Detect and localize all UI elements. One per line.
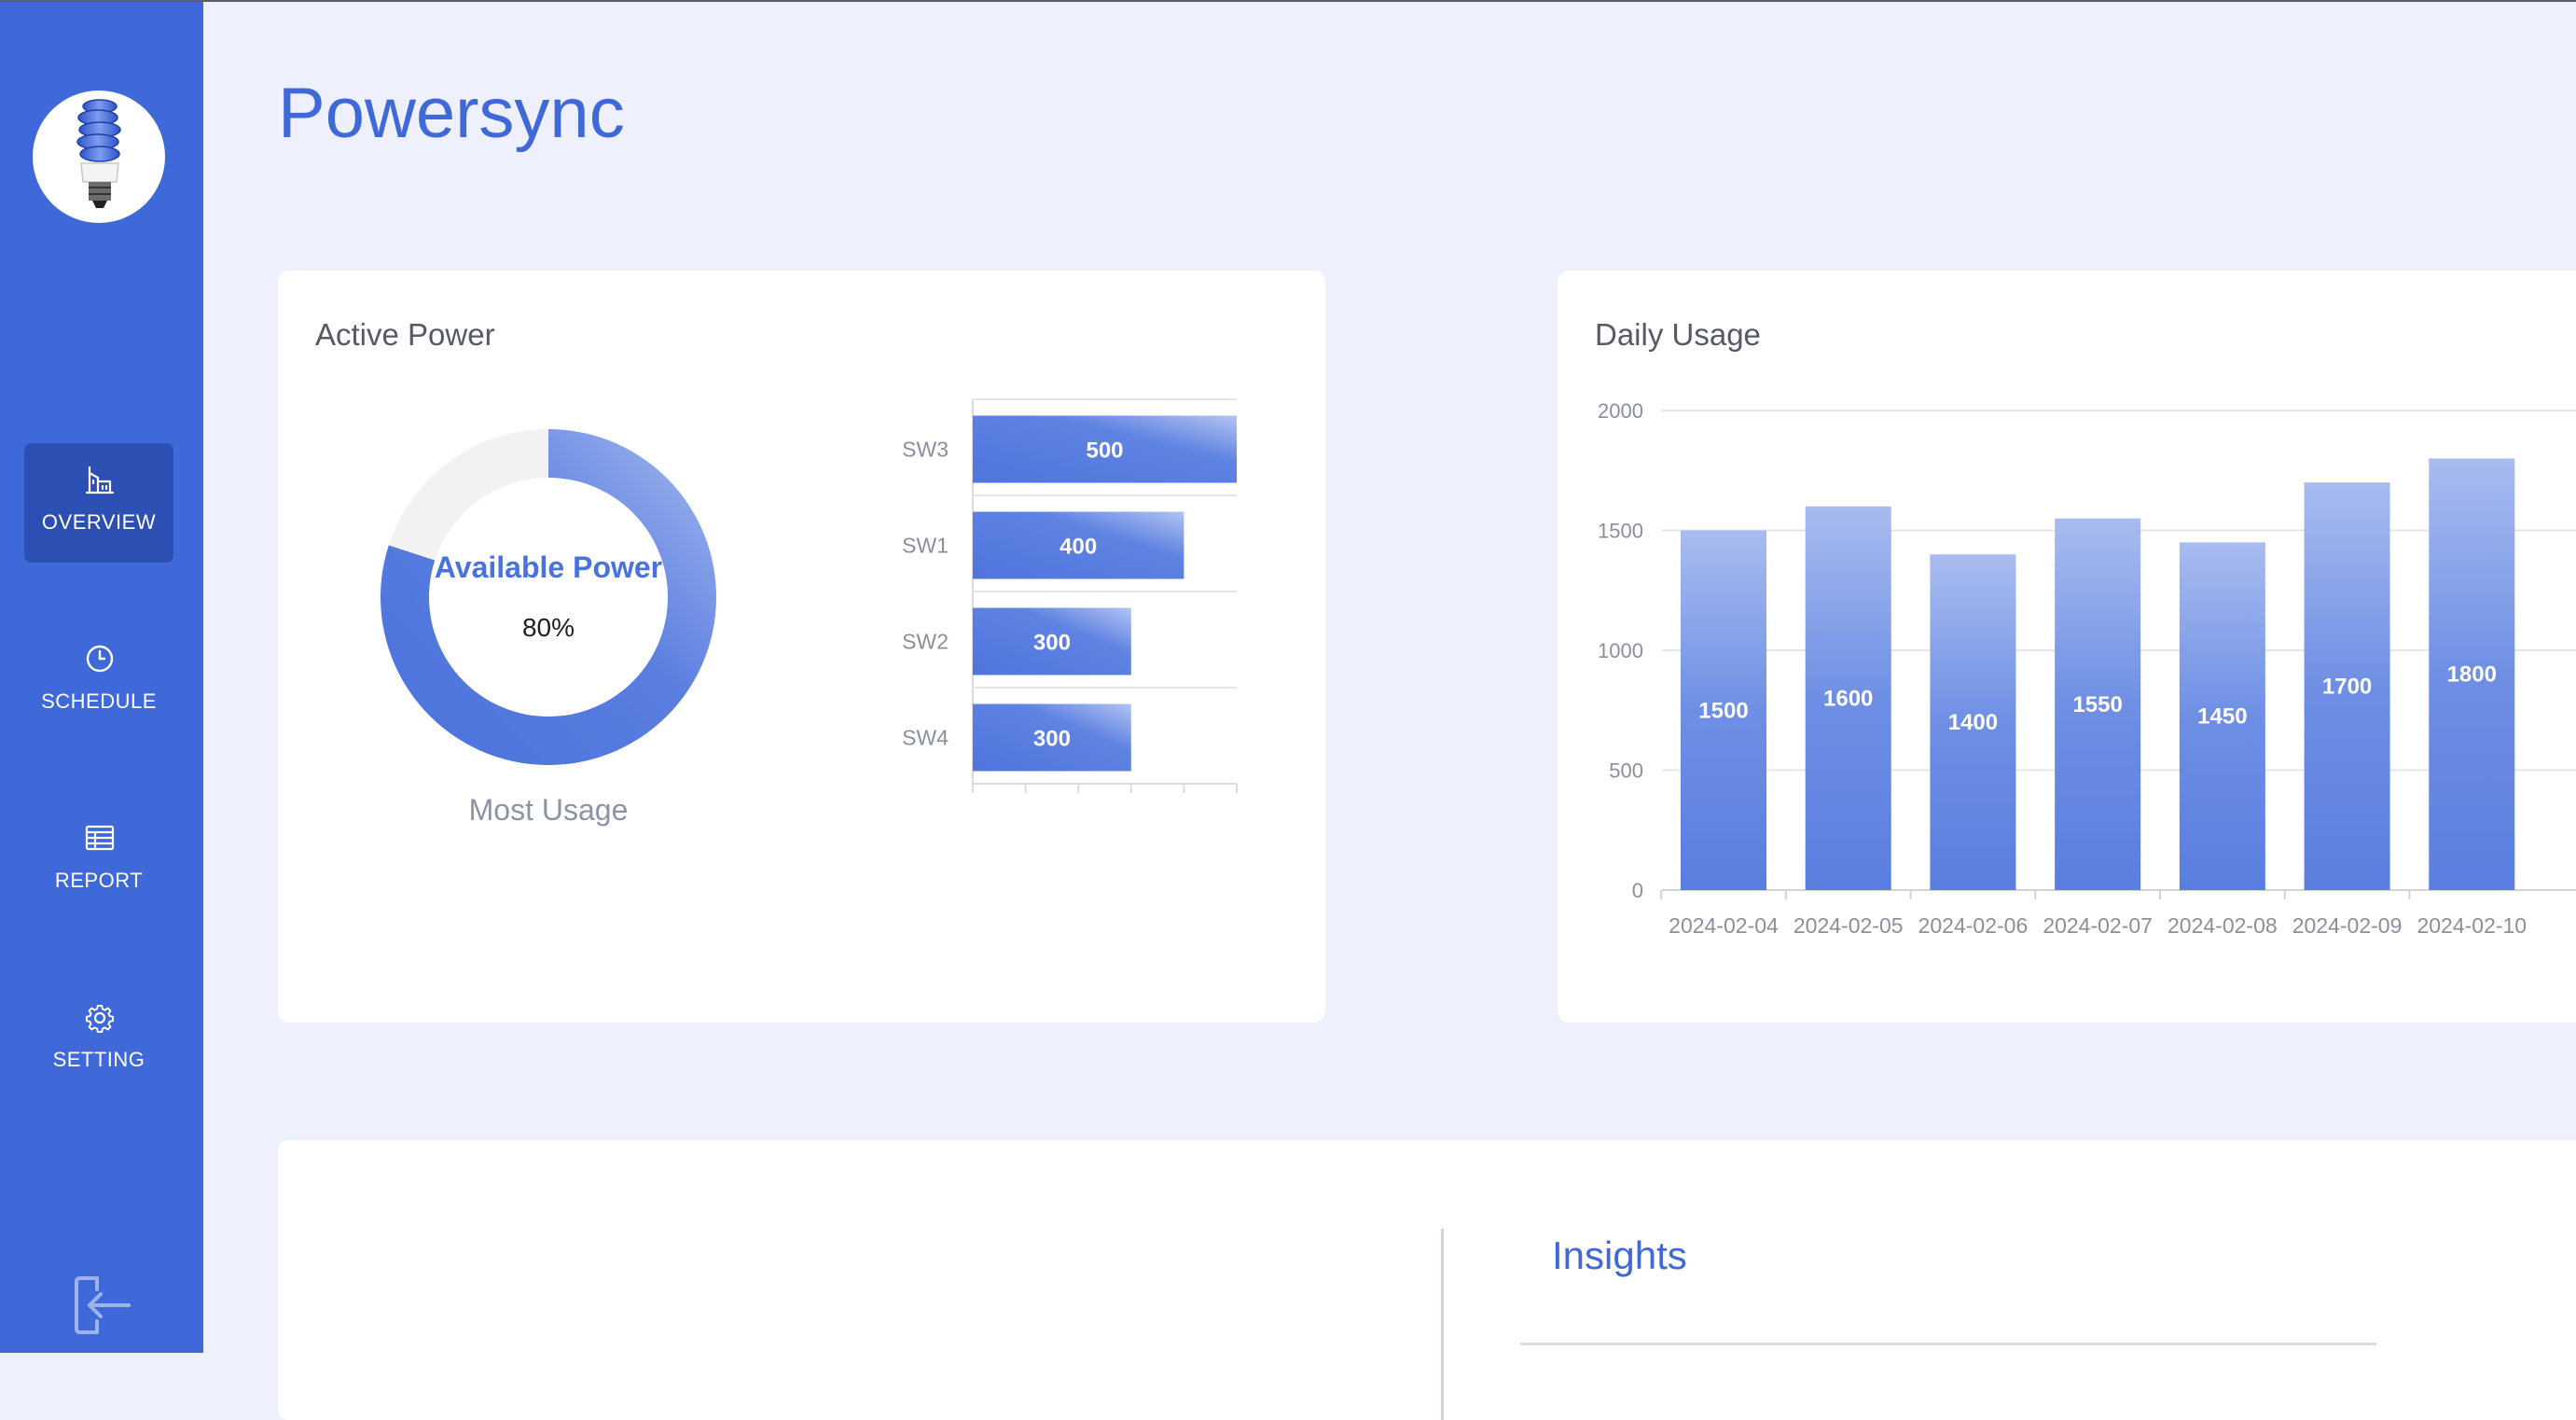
switch-usage-bar-chart: SW3 500 SW1 400 SW2 300 SW4 300 bbox=[902, 398, 1238, 793]
card-title: Daily Usage bbox=[1595, 317, 1761, 352]
building-chart-icon bbox=[85, 466, 115, 494]
bar-value-label: 1450 bbox=[2197, 704, 2247, 730]
sidebar-item-label: SCHEDULE bbox=[41, 689, 157, 713]
bar-2024-02-10[interactable] bbox=[2429, 458, 2515, 890]
donut-center-label: Available Power bbox=[434, 550, 663, 584]
x-tick-label: 2024-02-06 bbox=[1918, 913, 2029, 938]
category-label: SW2 bbox=[902, 630, 949, 654]
donut-slice-remaining[interactable] bbox=[388, 429, 548, 561]
daily-usage-bar-chart: 0 500 1000 1500 2000 1500 2024-02-04 1600 2024-0… bbox=[1598, 399, 2576, 938]
sidebar-item-label: SETTING bbox=[52, 1048, 145, 1071]
insights-divider bbox=[1520, 1343, 2376, 1345]
donut-center-value: 80% bbox=[521, 613, 575, 642]
bar-2024-02-09[interactable] bbox=[2304, 482, 2390, 890]
insights-title: Insights bbox=[1552, 1233, 1687, 1277]
insights-card: Insights bbox=[278, 1140, 2576, 1420]
bar-value-label: 1800 bbox=[2447, 662, 2497, 688]
bar-value-label: 300 bbox=[1033, 727, 1071, 752]
donut-chart[interactable]: Available Power 80% bbox=[371, 420, 726, 774]
lightbulb-icon bbox=[76, 99, 121, 208]
donut-svg bbox=[381, 429, 716, 765]
bar-sw3[interactable] bbox=[973, 415, 1237, 483]
y-tick-label: 500 bbox=[1609, 759, 1643, 783]
bar-value-label: 400 bbox=[1059, 535, 1097, 560]
bar-value-label: 1600 bbox=[1823, 686, 1873, 711]
bar-sw1[interactable] bbox=[973, 511, 1184, 579]
x-tick-label: 2024-02-09 bbox=[2292, 913, 2403, 938]
category-label: SW1 bbox=[902, 534, 949, 558]
bar-value-label: 1700 bbox=[2322, 675, 2372, 700]
bar-sw2[interactable] bbox=[973, 607, 1131, 675]
card-title: Active Power bbox=[315, 317, 495, 352]
bar-value-label: 1500 bbox=[1698, 698, 1748, 723]
sidebar-item-label: REPORT bbox=[54, 869, 144, 892]
app-logo[interactable] bbox=[33, 90, 165, 223]
bar-sw4[interactable] bbox=[973, 703, 1131, 772]
vertical-divider bbox=[1441, 1229, 1444, 1420]
clock-icon bbox=[86, 645, 114, 673]
donut-caption: Most Usage bbox=[468, 793, 629, 827]
y-tick-label: 1000 bbox=[1598, 639, 1643, 662]
sidebar: OVERVIEW SCHEDULE REPORT bbox=[0, 0, 203, 1353]
sidebar-item-schedule[interactable]: SCHEDULE bbox=[24, 622, 173, 742]
y-tick-label: 2000 bbox=[1598, 399, 1643, 423]
y-tick-label: 1500 bbox=[1598, 520, 1643, 543]
sidebar-item-label: OVERVIEW bbox=[41, 510, 157, 534]
x-tick-label: 2024-02-05 bbox=[1794, 913, 1904, 938]
window-top-border bbox=[0, 0, 2576, 2]
bar-value-label: 300 bbox=[1033, 631, 1071, 656]
gear-icon bbox=[85, 1004, 115, 1033]
category-label: SW3 bbox=[902, 438, 949, 462]
table-icon bbox=[85, 825, 115, 851]
daily-usage-card: Daily Usage 0 500 1000 1500 2000 1500 2024-02-… bbox=[1558, 271, 2576, 1023]
active-power-card: Active Power Available Power 80% Most Us… bbox=[278, 271, 1325, 1023]
sidebar-item-report[interactable]: REPORT bbox=[24, 801, 173, 921]
category-label: SW4 bbox=[902, 726, 949, 750]
bar-value-label: 500 bbox=[1086, 439, 1123, 464]
bar-2024-02-07[interactable] bbox=[2055, 518, 2141, 890]
bar-value-label: 1400 bbox=[1948, 710, 1998, 735]
bar-2024-02-06[interactable] bbox=[1930, 554, 2016, 890]
bar-value-label: 1550 bbox=[2072, 692, 2122, 717]
bar-2024-02-04[interactable] bbox=[1681, 530, 1766, 891]
page-title: Powersync bbox=[278, 74, 625, 153]
sidebar-item-setting[interactable]: SETTING bbox=[24, 981, 173, 1100]
bar-2024-02-05[interactable] bbox=[1805, 506, 1891, 890]
x-tick-label: 2024-02-08 bbox=[2167, 913, 2278, 938]
sidebar-item-overview[interactable]: OVERVIEW bbox=[24, 443, 173, 563]
x-tick-label: 2024-02-10 bbox=[2417, 913, 2527, 938]
y-tick-label: 0 bbox=[1632, 879, 1643, 902]
logout-icon[interactable] bbox=[71, 1273, 132, 1338]
bar-2024-02-08[interactable] bbox=[2179, 542, 2265, 890]
x-tick-label: 2024-02-04 bbox=[1669, 913, 1779, 938]
x-tick-label: 2024-02-07 bbox=[2043, 913, 2153, 938]
